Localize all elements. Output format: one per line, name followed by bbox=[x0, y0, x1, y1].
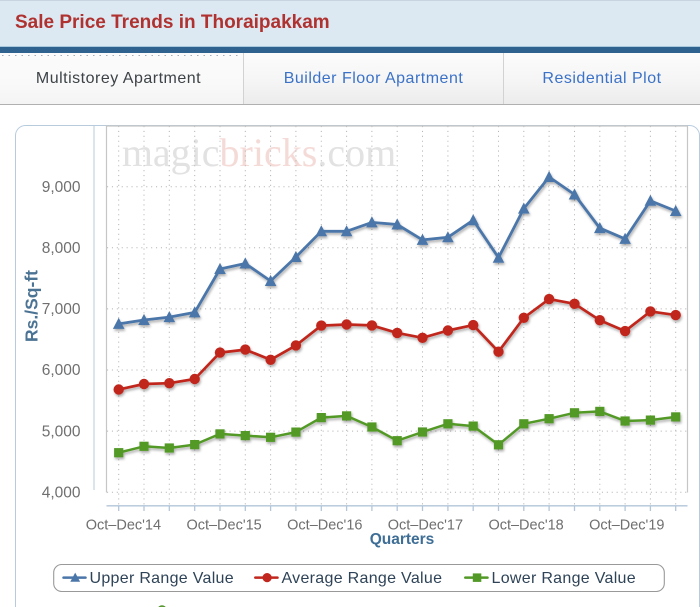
svg-text:Quarters: Quarters bbox=[370, 531, 435, 548]
svg-text:Oct–Dec'16: Oct–Dec'16 bbox=[287, 518, 362, 534]
svg-text:Oct–Dec'15: Oct–Dec'15 bbox=[186, 518, 261, 534]
svg-text:8,000: 8,000 bbox=[42, 240, 81, 257]
svg-text:5,000: 5,000 bbox=[42, 423, 81, 440]
svg-text:6,000: 6,000 bbox=[42, 362, 81, 379]
svg-text:Rs./Sq-ft: Rs./Sq-ft bbox=[22, 270, 42, 342]
svg-text:Oct–Dec'19: Oct–Dec'19 bbox=[589, 518, 664, 534]
svg-text:Lower Range Value: Lower Range Value bbox=[492, 570, 636, 587]
svg-text:magicbricks.com: magicbricks.com bbox=[122, 130, 396, 175]
svg-text:7,000: 7,000 bbox=[42, 301, 81, 318]
svg-text:Oct–Dec'18: Oct–Dec'18 bbox=[488, 518, 563, 534]
svg-text:4,000: 4,000 bbox=[42, 484, 81, 501]
svg-text:Oct–Dec'14: Oct–Dec'14 bbox=[86, 518, 161, 534]
svg-text:Oct–Dec'17: Oct–Dec'17 bbox=[388, 518, 463, 534]
svg-text:9,000: 9,000 bbox=[42, 179, 81, 196]
svg-text:Upper Range Value: Upper Range Value bbox=[90, 570, 234, 587]
svg-text:Average Range Value: Average Range Value bbox=[282, 570, 443, 587]
